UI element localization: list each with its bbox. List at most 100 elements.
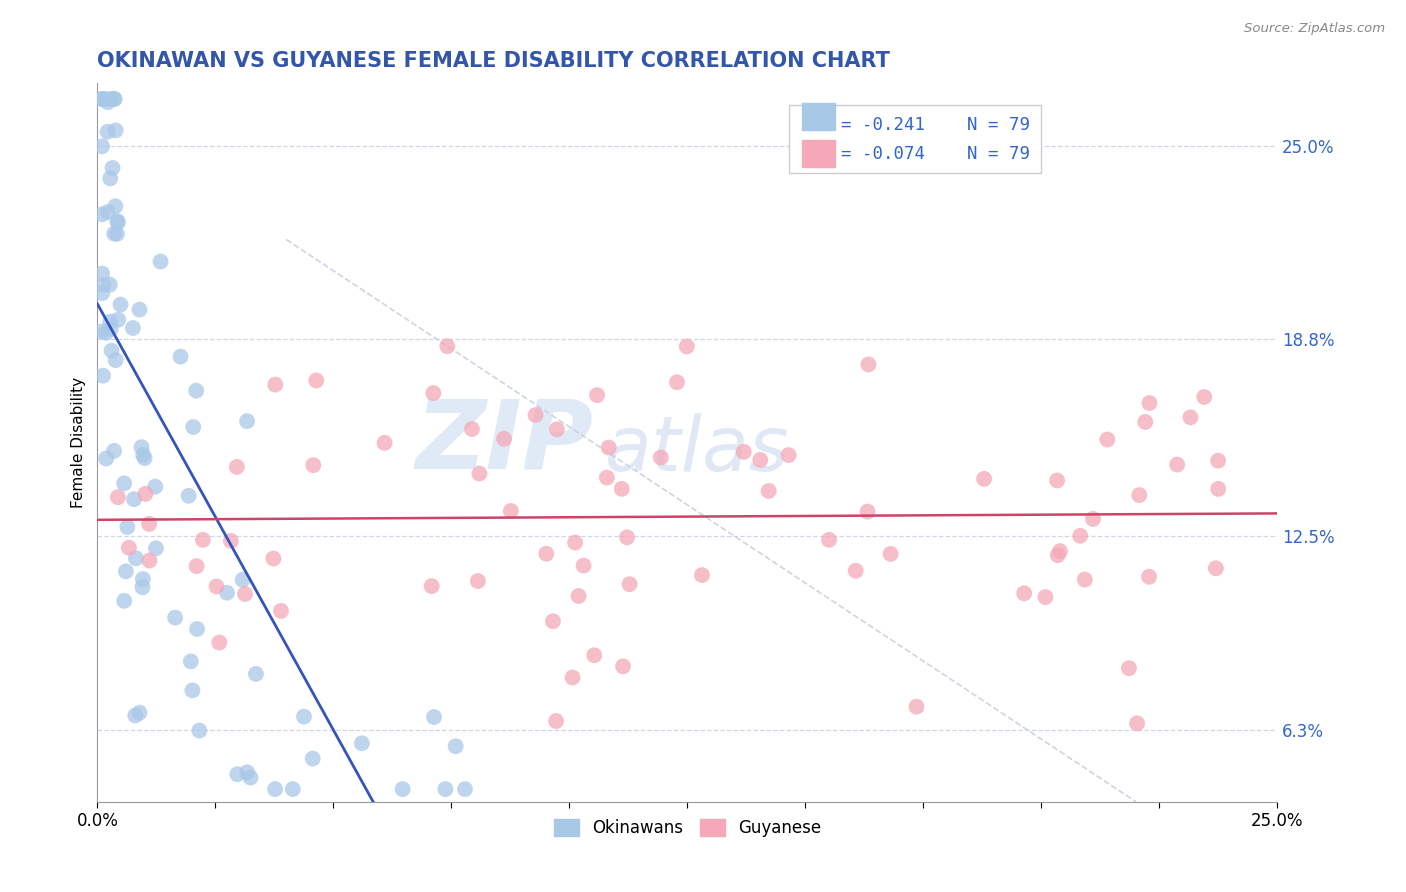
Point (104, 353, 127, 368)
Point (733, 445, 755, 459)
Point (374, 435, 396, 450)
Point (169, 350, 191, 364)
Point (292, 709, 315, 723)
Point (180, 655, 202, 669)
Y-axis label: Female Disability: Female Disability (72, 377, 86, 508)
Point (100, 92, 122, 106)
Point (564, 535, 586, 549)
Text: Source: ZipAtlas.com: Source: ZipAtlas.com (1244, 22, 1385, 36)
Point (1126, 716, 1149, 731)
Point (619, 577, 641, 591)
Point (226, 767, 249, 781)
Point (143, 480, 166, 494)
Point (544, 714, 567, 728)
Point (104, 199, 127, 213)
Point (91, 324, 114, 338)
Text: OKINAWAN VS GUYANESE FEMALE DISABILITY CORRELATION CHART: OKINAWAN VS GUYANESE FEMALE DISABILITY C… (97, 51, 890, 70)
Point (186, 622, 208, 636)
Point (468, 467, 491, 481)
Point (1081, 512, 1104, 526)
Point (239, 771, 262, 785)
Point (610, 482, 633, 496)
Point (778, 448, 800, 462)
Point (186, 559, 208, 574)
Point (100, 322, 122, 336)
Point (650, 450, 672, 465)
Point (97, 95, 120, 110)
Point (165, 610, 187, 624)
Point (107, 490, 129, 504)
Point (973, 472, 995, 486)
Point (104, 123, 127, 137)
Point (856, 505, 879, 519)
Point (94, 92, 117, 106)
Point (675, 339, 697, 353)
Point (494, 432, 516, 446)
Point (281, 782, 304, 797)
Point (101, 161, 124, 175)
Point (264, 377, 287, 392)
Point (262, 551, 284, 566)
Point (1097, 433, 1119, 447)
Point (122, 321, 145, 335)
Point (97, 125, 120, 139)
Point (1206, 482, 1229, 496)
Point (232, 573, 254, 587)
Point (758, 483, 780, 498)
Point (1166, 458, 1188, 472)
Point (1012, 586, 1035, 600)
Point (1074, 573, 1097, 587)
Point (845, 564, 868, 578)
Point (461, 422, 484, 436)
Point (91, 139, 114, 153)
Point (818, 533, 841, 547)
Point (177, 489, 200, 503)
Point (858, 358, 880, 372)
Point (91, 92, 114, 106)
Point (1049, 544, 1071, 558)
Point (112, 594, 135, 608)
Point (598, 441, 620, 455)
Point (124, 708, 146, 723)
Point (467, 574, 489, 588)
Point (905, 699, 928, 714)
Point (117, 520, 139, 534)
Point (233, 587, 256, 601)
Point (134, 451, 156, 466)
Point (215, 586, 238, 600)
Point (205, 579, 228, 593)
Point (208, 635, 231, 649)
Point (98, 315, 121, 329)
Point (96, 451, 118, 466)
Point (1046, 474, 1069, 488)
Point (1206, 453, 1229, 467)
Point (524, 408, 547, 422)
Point (561, 671, 583, 685)
Point (219, 533, 242, 548)
Point (91, 368, 114, 383)
Point (879, 547, 901, 561)
Point (568, 589, 591, 603)
Point (434, 782, 457, 797)
Point (91, 267, 114, 281)
Point (104, 92, 127, 106)
Point (245, 666, 267, 681)
Point (422, 386, 444, 401)
Bar (801, 140, 835, 168)
Point (665, 375, 688, 389)
Point (264, 782, 287, 797)
Point (93, 277, 115, 292)
Point (138, 553, 160, 567)
Point (91, 92, 114, 106)
Point (305, 374, 328, 388)
Point (616, 530, 638, 544)
Point (107, 312, 129, 326)
Point (149, 254, 172, 268)
Point (596, 470, 619, 484)
Point (499, 504, 522, 518)
Point (112, 476, 135, 491)
Point (191, 533, 214, 547)
Point (110, 297, 132, 311)
Point (583, 648, 606, 663)
Point (100, 343, 122, 358)
